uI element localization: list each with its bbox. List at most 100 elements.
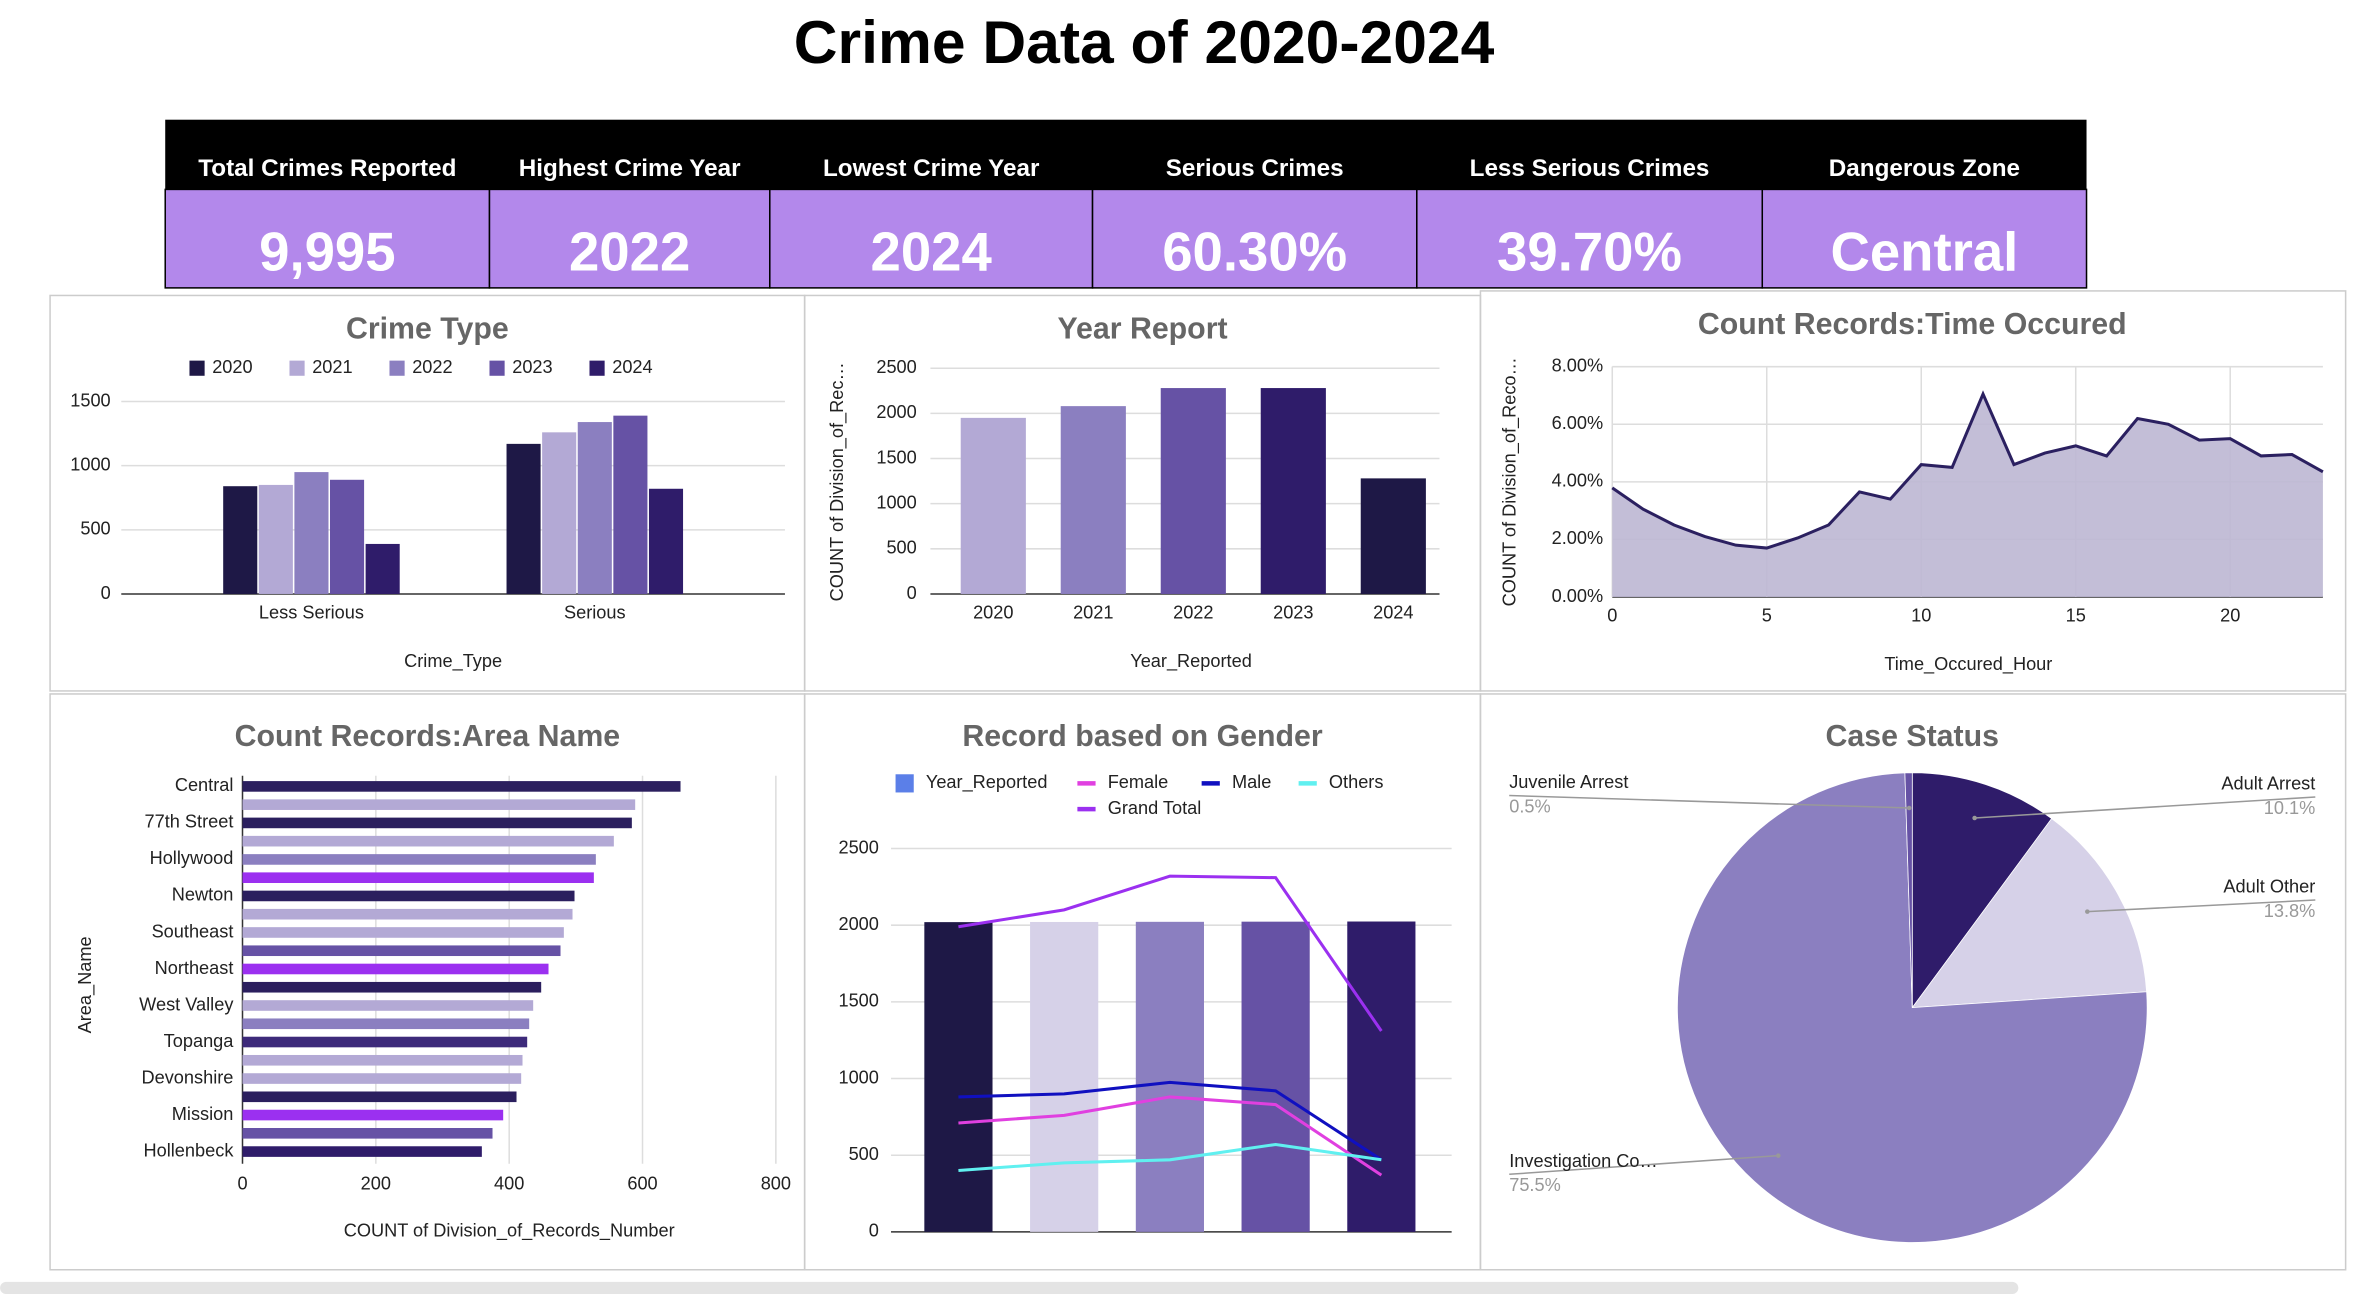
kpi-value: 2024 [871,221,993,282]
legend-label: 2022 [412,357,452,377]
legend-swatch [489,360,505,376]
chart-title: Record based on Gender [962,720,1322,753]
leader-line [1974,796,2316,819]
bar [294,472,329,594]
bar [242,927,564,938]
scrollbar [0,1281,2019,1294]
legend-swatch [189,360,205,376]
bar [1030,921,1099,1232]
bar [365,543,400,594]
bar [242,981,542,993]
chart-title: Case Status [1826,720,1999,753]
legend-swatch [289,360,305,376]
bar [1160,388,1226,594]
bar [242,1109,504,1121]
y-tick-label: Hollenbeck [144,1140,235,1160]
y-tick-label: West Valley [139,994,234,1014]
x-tick-label: 5 [1762,605,1772,625]
bar [242,799,636,810]
line [958,1095,1383,1177]
kpi-value: 60.30% [1162,221,1347,282]
y-tick-label: 2000 [876,402,916,422]
x-tick-label: Less Serious [259,602,364,622]
legend-swatch [389,360,405,376]
bar [330,479,365,594]
bar [648,488,684,594]
kpi-value: 9,995 [259,221,395,282]
y-tick-label: 500 [80,519,110,539]
bar [242,1128,493,1139]
kpi-label: Dangerous Zone [1829,155,2020,182]
line [958,874,1383,1032]
bar [242,835,614,847]
bar [1135,921,1204,1232]
bar [1347,921,1416,1232]
y-tick-label: 6.00% [1552,413,1604,433]
x-tick-label: 2021 [1073,602,1113,622]
kpi-label: Serious Crimes [1166,155,1344,182]
bar [242,817,632,829]
x-tick-label: 2024 [1373,602,1413,622]
bar [242,945,561,957]
kpi-value: 39.70% [1497,221,1682,282]
leader-line [2087,899,2316,913]
legend-label: Others [1329,772,1384,792]
bar [242,1054,523,1066]
slice-value: 0.5% [1509,796,1550,816]
leader-dot [1972,815,1977,821]
y-tick-label: 2500 [876,357,916,377]
y-tick-label: Central [175,775,234,795]
bar [258,484,293,594]
bar [242,854,596,865]
x-tick-label: 15 [2066,605,2086,625]
y-tick-label: 4.00% [1552,471,1604,491]
y-tick-label: 1500 [70,390,110,410]
kpi-cell [1761,188,2088,289]
bar [542,432,577,594]
kpi-label: Total Crimes Reported [198,155,456,182]
chart-title: Year Report [1058,312,1228,345]
kpi-label: Less Serious Crimes [1470,155,1710,182]
kpi-cell [1416,188,1764,289]
bar [960,417,1026,594]
bar [242,1036,528,1048]
x-tick-label: 0 [1607,605,1617,625]
kpi-value: Central [1830,221,2018,282]
legend-swatch [895,774,914,793]
bar [1360,478,1426,594]
y-tick-label: 0.00% [1552,586,1604,606]
panel [1479,693,2347,1271]
kpi-label: Highest Crime Year [519,155,741,182]
slice-label: Adult Other [2223,877,2315,897]
bar [1260,388,1326,594]
line [958,1142,1382,1173]
x-tick-label: 600 [627,1174,657,1194]
legend-label: 2024 [612,357,652,377]
x-axis-title: Crime_Type [404,651,502,672]
legend-label: Grand Total [1108,798,1202,818]
x-tick-label: 10 [1911,605,1931,625]
chart-title: Crime Type [346,312,509,345]
pie-slice [1904,772,1913,1008]
x-tick-label: 200 [361,1174,391,1194]
y-axis-title: COUNT of Division_of_Rec… [827,362,848,601]
legend-label: 2020 [212,357,252,377]
pie-slice [1911,818,2148,1009]
chart-title: Count Records:Area Name [235,720,621,753]
y-tick-label: 8.00% [1552,355,1604,375]
y-tick-label: Newton [172,885,234,905]
x-axis-title: COUNT of Division_of_Records_Number [344,1221,675,1242]
y-tick-label: Hollywood [150,848,234,868]
x-tick-label: 2022 [1173,602,1213,622]
y-tick-label: 2000 [838,914,878,934]
legend-swatch [589,360,605,376]
bar [242,872,594,883]
bar [223,486,258,594]
y-tick-label: Southeast [152,921,234,941]
chart-title: Count Records:Time Occured [1698,308,2127,341]
x-tick-label: 800 [761,1174,791,1194]
leader-dot [1906,805,1912,811]
leader-line [1509,1154,1779,1176]
legend-label: Female [1108,772,1169,792]
